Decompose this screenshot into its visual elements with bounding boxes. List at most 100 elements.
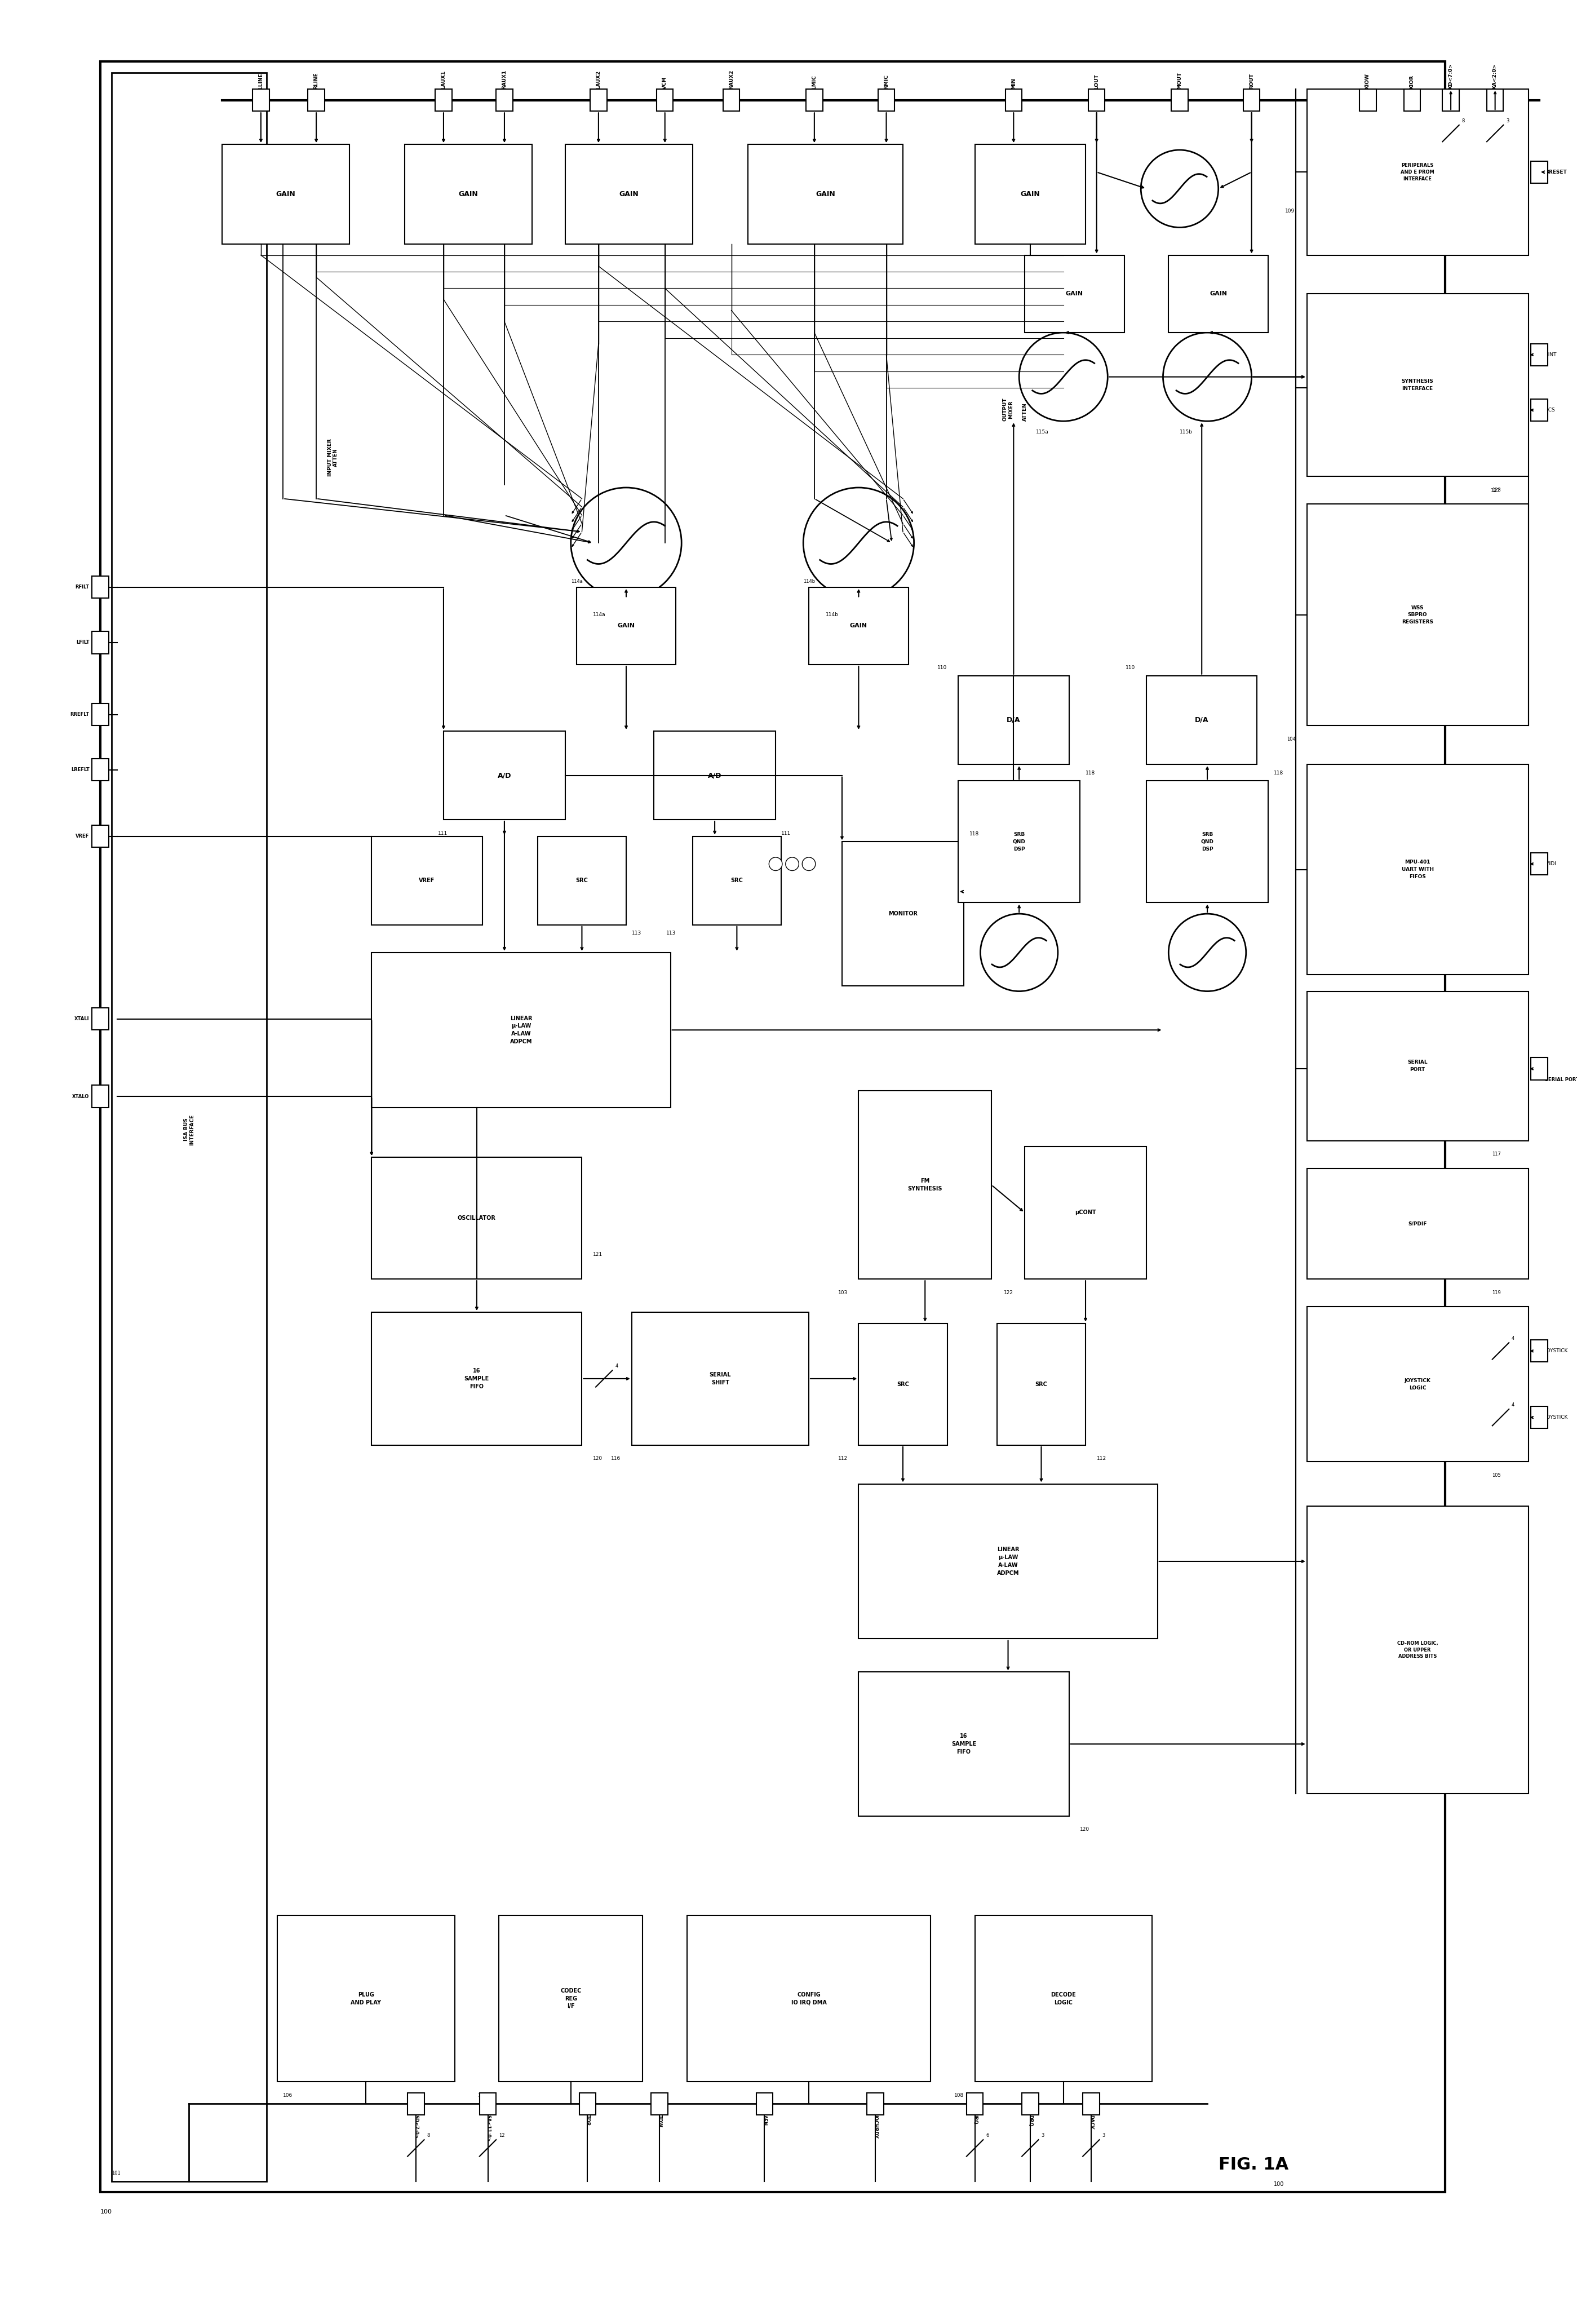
Text: WSS: WSS	[1411, 604, 1424, 611]
Bar	[1359, 88, 1377, 112]
Bar	[997, 1322, 1085, 1446]
Bar	[867, 2092, 883, 2115]
Bar	[1307, 293, 1528, 476]
Circle shape	[1019, 332, 1107, 421]
Text: 120: 120	[1080, 1827, 1090, 1831]
Text: μCONT: μCONT	[1076, 1211, 1096, 1215]
Text: MOUT: MOUT	[1176, 72, 1183, 88]
Bar	[1443, 88, 1459, 112]
Bar	[692, 837, 781, 925]
Bar	[498, 1915, 643, 2082]
Text: LOGIC: LOGIC	[1408, 1385, 1426, 1390]
Text: 4: 4	[615, 1364, 618, 1369]
Text: A/D: A/D	[708, 772, 722, 779]
Text: I/F: I/F	[568, 2003, 574, 2010]
Bar	[590, 88, 607, 112]
Text: 16: 16	[473, 1369, 481, 1373]
Text: 115b: 115b	[1180, 430, 1192, 435]
Text: ADPCM: ADPCM	[509, 1039, 531, 1043]
Text: RREFLT: RREFLT	[69, 711, 90, 718]
Bar	[1307, 1506, 1528, 1794]
Bar	[1307, 765, 1528, 974]
Text: XA<2:0>: XA<2:0>	[1492, 63, 1498, 88]
Text: VREF: VREF	[76, 834, 90, 839]
Bar	[1307, 1306, 1528, 1462]
Bar	[1025, 1146, 1146, 1278]
Text: 4: 4	[1512, 1336, 1514, 1341]
Text: 115a: 115a	[1036, 430, 1049, 435]
Text: 121: 121	[593, 1253, 602, 1257]
Circle shape	[785, 858, 800, 872]
Text: QND: QND	[1200, 839, 1214, 844]
Text: 6: 6	[986, 2133, 989, 2138]
Text: GAIN: GAIN	[618, 623, 636, 630]
Text: 110: 110	[937, 665, 948, 669]
Bar	[842, 841, 964, 985]
Text: DSP: DSP	[1202, 846, 1213, 851]
Text: LOGIC: LOGIC	[1053, 1999, 1072, 2006]
Bar	[1531, 400, 1547, 421]
Text: 118: 118	[1085, 769, 1096, 776]
Bar	[91, 576, 109, 597]
Bar	[975, 144, 1085, 244]
Text: 116: 116	[610, 1457, 621, 1462]
Text: 113: 113	[632, 930, 642, 937]
Text: FIFO: FIFO	[470, 1383, 484, 1390]
Bar	[1307, 992, 1528, 1141]
Text: D/A: D/A	[1195, 716, 1208, 723]
Text: DSP: DSP	[1014, 846, 1025, 851]
Text: μ-LAW: μ-LAW	[511, 1023, 531, 1030]
Text: GAIN: GAIN	[1066, 290, 1083, 297]
Text: ADDRESS BITS: ADDRESS BITS	[1399, 1655, 1437, 1659]
Text: 3: 3	[1506, 119, 1509, 123]
Bar	[1531, 853, 1547, 876]
Text: 102: 102	[478, 2092, 487, 2099]
Text: SRC: SRC	[576, 878, 588, 883]
Text: D/A: D/A	[1006, 716, 1020, 723]
Text: 103: 103	[837, 1290, 847, 1294]
Bar	[278, 1915, 454, 2082]
Text: VREF: VREF	[419, 878, 435, 883]
Bar	[967, 2092, 982, 2115]
Text: MPU-401: MPU-401	[1405, 860, 1430, 865]
Bar	[91, 1009, 109, 1030]
Text: SA<11:0>: SA<11:0>	[486, 2115, 490, 2140]
Bar	[101, 60, 1445, 2192]
Text: 106: 106	[282, 2092, 293, 2099]
Bar	[1307, 1169, 1528, 1278]
Text: 101: 101	[112, 2171, 120, 2175]
Text: 117: 117	[1492, 1153, 1501, 1157]
Bar	[497, 88, 513, 112]
Bar	[1531, 160, 1547, 184]
Text: 112: 112	[1096, 1457, 1105, 1462]
Text: MONITOR: MONITOR	[888, 911, 918, 916]
Text: MIDI: MIDI	[1545, 862, 1556, 867]
Text: A/D: A/D	[497, 772, 511, 779]
Text: 114b: 114b	[803, 579, 815, 583]
Bar	[858, 1322, 948, 1446]
Bar	[407, 2092, 424, 2115]
Circle shape	[981, 913, 1058, 992]
Bar	[1025, 256, 1124, 332]
Text: SAMPLE: SAMPLE	[951, 1741, 976, 1748]
Bar	[91, 1085, 109, 1109]
Bar	[112, 72, 267, 2182]
Bar	[1146, 781, 1268, 902]
Text: FIFO: FIFO	[957, 1750, 971, 1755]
Text: RAUX2: RAUX2	[729, 70, 733, 88]
Text: SYNTHESIS: SYNTHESIS	[1402, 379, 1433, 383]
Text: SD<7:0>: SD<7:0>	[413, 2115, 418, 2138]
Text: LINEAR: LINEAR	[509, 1016, 531, 1020]
Text: RFILT: RFILT	[76, 586, 90, 590]
Bar	[1172, 88, 1187, 112]
Text: PERIPERALS: PERIPERALS	[1402, 163, 1433, 167]
Text: RMIC: RMIC	[883, 74, 889, 88]
Text: GAIN: GAIN	[620, 191, 639, 198]
Text: ADPCM: ADPCM	[997, 1571, 1019, 1576]
Text: 111: 111	[438, 830, 448, 837]
Text: JOYSTICK: JOYSTICK	[1545, 1415, 1568, 1420]
Circle shape	[1169, 913, 1246, 992]
Text: SRC: SRC	[1035, 1380, 1047, 1387]
Bar	[975, 1915, 1151, 2082]
Text: LINEAR: LINEAR	[997, 1548, 1019, 1552]
